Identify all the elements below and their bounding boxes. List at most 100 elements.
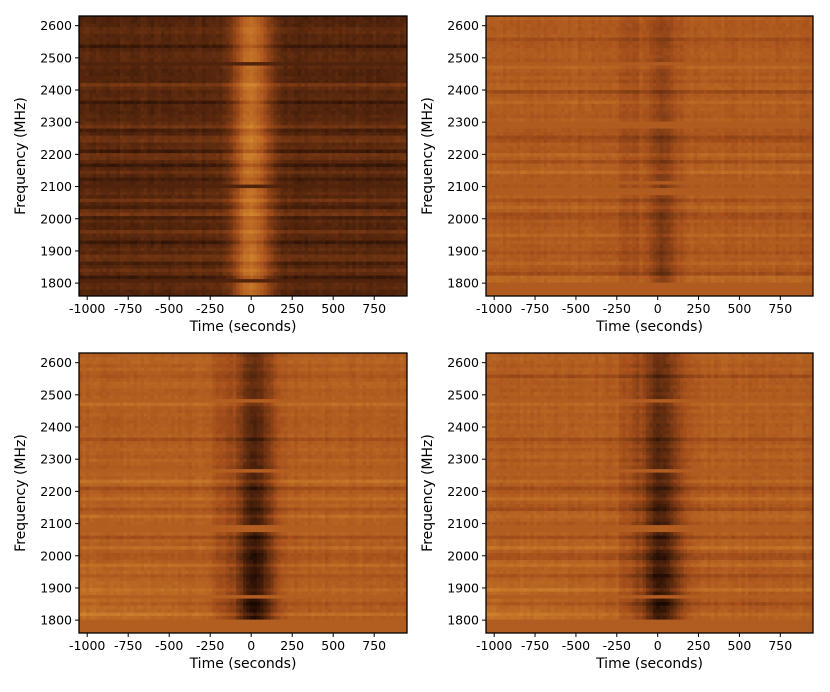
heatmap-cell: [270, 268, 275, 273]
heatmap-cell: [130, 121, 135, 126]
heatmap-cell: [280, 128, 285, 133]
heatmap-cell: [178, 282, 183, 287]
heatmap-cell: [154, 219, 159, 224]
heatmap-cell: [212, 229, 217, 234]
heatmap-cell: [92, 117, 97, 122]
heatmap-cell: [130, 54, 135, 59]
heatmap-cell: [243, 44, 248, 49]
heatmap-cell: [154, 145, 159, 150]
heatmap-cell: [273, 194, 278, 199]
heatmap-cell: [284, 47, 289, 52]
heatmap-cell: [208, 240, 213, 245]
heatmap-cell: [150, 145, 155, 150]
heatmap-cell: [181, 163, 186, 168]
heatmap-cell: [243, 30, 248, 35]
heatmap-cell: [277, 212, 282, 217]
heatmap-cell: [219, 222, 224, 227]
heatmap-cell: [256, 121, 261, 126]
heatmap-cell: [143, 68, 148, 73]
heatmap-cell: [284, 75, 289, 80]
heatmap-cell: [270, 278, 275, 283]
heatmap-cell: [161, 58, 166, 63]
heatmap-cell: [126, 268, 131, 273]
heatmap-cell: [191, 159, 196, 164]
heatmap-cell: [109, 152, 114, 157]
heatmap-cell: [273, 236, 278, 241]
heatmap-cell: [130, 201, 135, 206]
heatmap-cell: [140, 89, 145, 94]
heatmap-cell: [106, 180, 111, 185]
heatmap-cell: [178, 187, 183, 192]
heatmap-cell: [284, 173, 289, 178]
heatmap-cell: [99, 145, 104, 150]
heatmap-cell: [140, 212, 145, 217]
heatmap-cell: [99, 79, 104, 84]
heatmap-cell: [277, 44, 282, 49]
heatmap-cell: [79, 212, 84, 217]
heatmap-cell: [161, 19, 166, 24]
heatmap-cell: [256, 68, 261, 73]
heatmap-cell: [246, 37, 251, 42]
heatmap-cell: [198, 205, 203, 210]
heatmap-cell: [287, 222, 292, 227]
heatmap-cell: [161, 110, 166, 115]
heatmap-cell: [171, 68, 176, 73]
heatmap-cell: [277, 100, 282, 105]
heatmap-cell: [195, 292, 200, 296]
heatmap-cell: [243, 131, 248, 136]
heatmap-cell: [202, 282, 207, 287]
heatmap-cell: [157, 103, 162, 108]
heatmap-cell: [273, 180, 278, 185]
heatmap-cell: [123, 152, 128, 157]
heatmap-cell: [260, 44, 265, 49]
heatmap-cell: [266, 103, 271, 108]
heatmap-cell: [89, 268, 94, 273]
heatmap-cell: [126, 65, 131, 70]
heatmap-cell: [273, 23, 278, 28]
heatmap-cell: [99, 26, 104, 31]
heatmap-cell: [116, 79, 121, 84]
heatmap-cell: [263, 233, 268, 238]
heatmap-cell: [263, 61, 268, 66]
heatmap-cell: [82, 247, 87, 252]
heatmap-cell: [181, 82, 186, 87]
heatmap-cell: [273, 40, 278, 45]
heatmap-cell: [154, 86, 159, 91]
heatmap-cell: [181, 278, 186, 283]
heatmap-cell: [243, 198, 248, 203]
heatmap-cell: [157, 110, 162, 115]
heatmap-cell: [219, 236, 224, 241]
heatmap-cell: [99, 37, 104, 42]
heatmap-cell: [150, 103, 155, 108]
heatmap-cell: [140, 282, 145, 287]
heatmap-cell: [178, 254, 183, 259]
heatmap-cell: [219, 33, 224, 38]
heatmap-cell: [284, 236, 289, 241]
heatmap-cell: [284, 233, 289, 238]
heatmap-cell: [253, 236, 258, 241]
heatmap-cell: [243, 128, 248, 133]
heatmap-cell: [208, 19, 213, 24]
heatmap-cell: [161, 247, 166, 252]
heatmap-cell: [126, 128, 131, 133]
heatmap-cell: [225, 180, 230, 185]
heatmap-cell: [161, 121, 166, 126]
heatmap-cell: [116, 89, 121, 94]
heatmap-cell: [263, 51, 268, 56]
heatmap-cell: [287, 271, 292, 276]
heatmap-cell: [154, 89, 159, 94]
heatmap-cell: [154, 159, 159, 164]
heatmap-cell: [123, 103, 128, 108]
heatmap-cell: [154, 163, 159, 168]
heatmap-cell: [260, 89, 265, 94]
heatmap-cell: [120, 79, 125, 84]
heatmap-cell: [270, 236, 275, 241]
heatmap-cell: [208, 191, 213, 196]
heatmap-cell: [181, 61, 186, 66]
heatmap-cell: [249, 271, 254, 276]
heatmap-cell: [154, 107, 159, 112]
heatmap-cell: [284, 82, 289, 87]
heatmap-cell: [253, 215, 258, 220]
heatmap-cell: [96, 212, 101, 217]
heatmap-cell: [161, 191, 166, 196]
